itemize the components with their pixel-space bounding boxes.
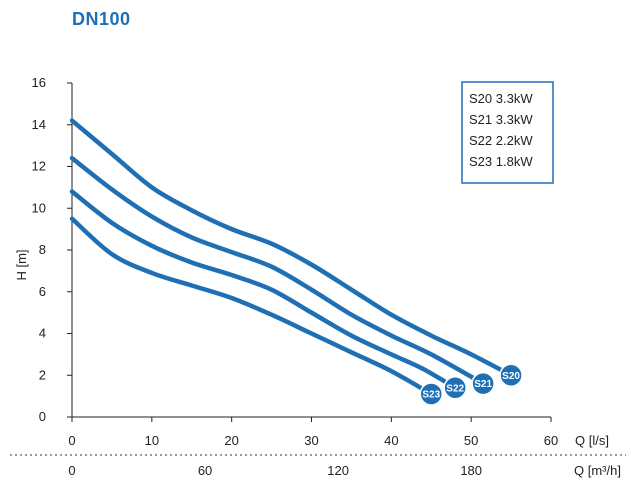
legend: S20 3.3kW S21 3.3kW S22 2.2kW S23 1.8kW	[461, 81, 554, 184]
series-badge-label: S22	[446, 383, 464, 394]
y-tick-label: 14	[32, 117, 46, 132]
series-line-s21	[69, 155, 486, 386]
series-badge-s20	[499, 363, 523, 387]
legend-entry: S21 3.3kW	[469, 112, 533, 127]
x-tick-label: 40	[384, 433, 398, 448]
series-badge-s21	[471, 371, 495, 396]
x-tick-label: 20	[224, 433, 238, 448]
series-badge-label: S23	[422, 390, 440, 401]
series-badges: S20 S21 S22 S23	[419, 363, 523, 406]
x-axis-label: Q [l/s]	[575, 433, 609, 448]
x-tick-label: 10	[145, 433, 159, 448]
page-title: DN100	[72, 9, 131, 29]
x-tick-label: 60	[544, 433, 558, 448]
series-badge-s22	[443, 376, 467, 400]
legend-box	[461, 81, 554, 184]
series-badge-label: S20	[502, 371, 520, 382]
series-line-s22	[69, 189, 458, 391]
axes: 0 2 4 6 8 10 12 14 16 0 10 20 30 40 50 60 0 60 120 180	[10, 75, 626, 478]
legend-entry: S20 3.3kW	[469, 91, 533, 106]
series-badge-s23	[419, 382, 443, 406]
legend-entry: S23 1.8kW	[469, 154, 533, 169]
y-tick-label: 8	[39, 242, 46, 257]
y-tick-label: 10	[32, 200, 46, 215]
y-tick-label: 16	[32, 75, 46, 90]
series-lines	[69, 118, 514, 397]
series-badge-label: S21	[474, 379, 492, 390]
secondary-x-tick-label: 0	[68, 463, 75, 478]
y-tick-label: 6	[39, 284, 46, 299]
secondary-x-axis-label: Q [m³/h]	[574, 463, 621, 478]
y-tick-label: 2	[39, 367, 46, 382]
secondary-x-tick-label: 60	[198, 463, 212, 478]
y-tick-label: 0	[39, 409, 46, 424]
x-tick-label: 0	[68, 433, 75, 448]
secondary-x-tick-label: 120	[327, 463, 349, 478]
legend-entry: S22 2.2kW	[469, 133, 533, 148]
series-line-s20	[69, 118, 514, 378]
y-tick-label: 4	[39, 326, 46, 341]
y-axis-label: H [m]	[14, 249, 29, 280]
y-tick-label: 12	[32, 159, 46, 174]
x-tick-label: 30	[304, 433, 318, 448]
x-tick-label: 50	[464, 433, 478, 448]
secondary-x-tick-label: 180	[460, 463, 482, 478]
series-line-s23	[69, 216, 434, 397]
